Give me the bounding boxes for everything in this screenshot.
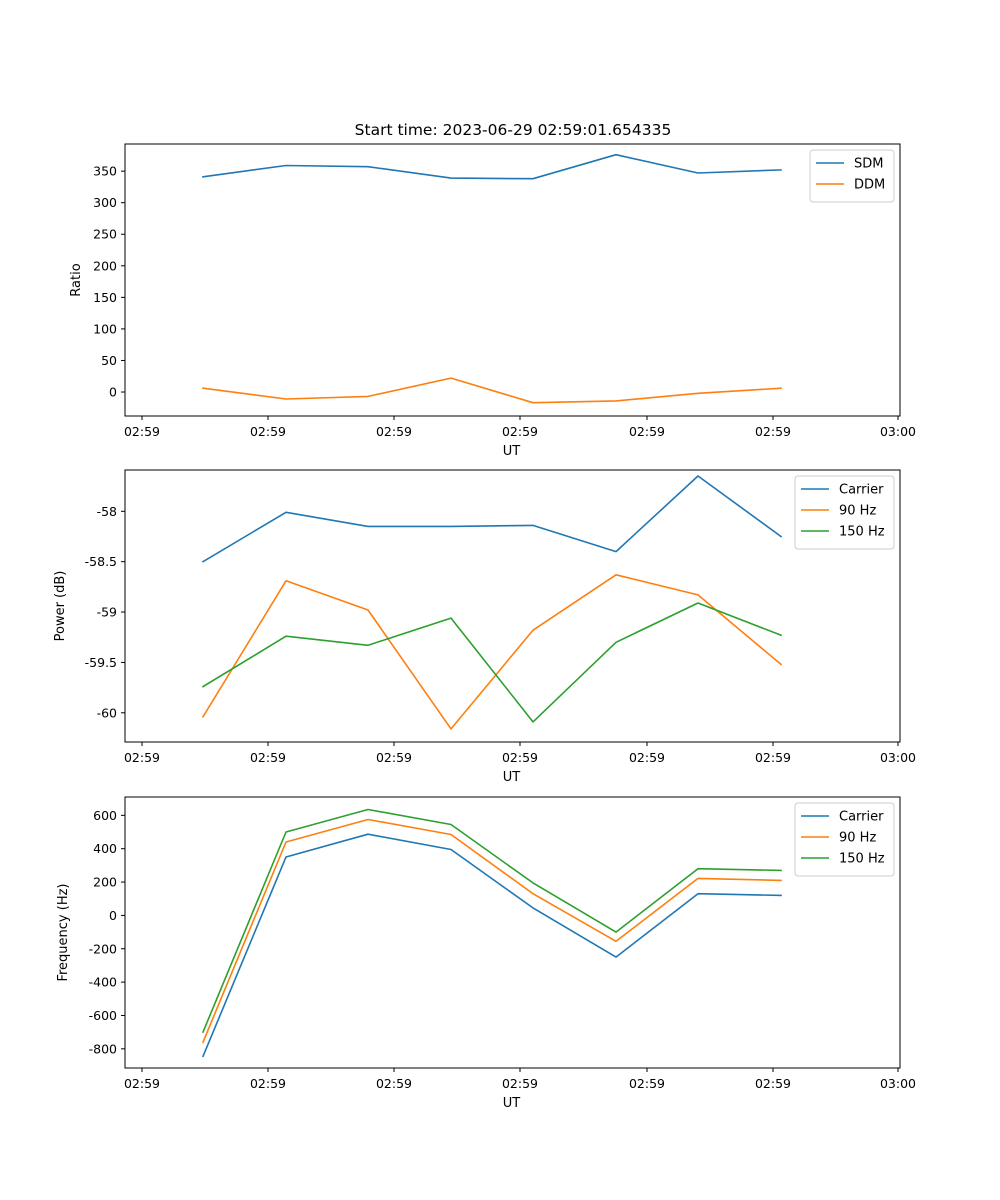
power-panel: 02:59 02:59 02:59 02:59 02:59 02:59 03:00 -60 -5… (53, 469, 916, 785)
axes-frame (124, 143, 901, 417)
legend-label: 150 Hz (839, 525, 885, 540)
axes-frame (124, 796, 901, 1069)
y-tick-label: 200 (93, 875, 117, 890)
series-line-carrier (201, 833, 782, 1058)
y-tick-label: 300 (93, 195, 117, 210)
x-tick-label: 02:59 (124, 1076, 160, 1091)
legend-label: 150 Hz (839, 852, 885, 867)
y-axis-label: Ratio (69, 263, 84, 296)
y-tick-label: -59.5 (85, 655, 117, 670)
x-axis-label: UT (503, 444, 521, 459)
legend: SDM DDM (809, 149, 895, 203)
x-tick-label: 02:59 (376, 750, 412, 765)
y-axis-label: Power (dB) (53, 571, 68, 642)
y-tick-label: 400 (93, 841, 117, 856)
y-tick-label: 50 (101, 353, 117, 368)
ratio-panel: 02:59 02:59 02:59 02:59 02:59 02:59 03:00 0 50 10… (69, 143, 916, 459)
x-tick-label: 02:59 (376, 1076, 412, 1091)
y-tick-label: -200 (89, 941, 117, 956)
series-line-sdm (202, 153, 782, 180)
series-line-150-hz (201, 808, 782, 1034)
x-tick-label: 02:59 (755, 424, 791, 439)
figure-title: Start time: 2023-06-29 02:59:01.654335 (355, 121, 672, 139)
legend-label: SDM (854, 157, 883, 172)
x-tick-label: 02:59 (502, 1076, 538, 1091)
x-tick-label: 02:59 (376, 424, 412, 439)
y-tick-label: -58 (97, 504, 117, 519)
series-line-90-hz (201, 573, 783, 730)
x-tick-label: 03:00 (880, 1076, 916, 1091)
y-tick-label: 150 (93, 290, 117, 305)
x-tick-label: 02:59 (250, 1076, 286, 1091)
x-tick-label: 02:59 (755, 750, 791, 765)
x-axis-label: UT (503, 770, 521, 785)
x-tick-label: 03:00 (880, 750, 916, 765)
x-tick-label: 02:59 (250, 750, 286, 765)
y-tick-label: 250 (93, 227, 117, 242)
y-tick-label: 100 (93, 321, 117, 336)
frequency-panel: 02:59 02:59 02:59 02:59 02:59 02:59 03:00 -800 -… (56, 796, 916, 1111)
axes-frame (124, 469, 901, 743)
series-line-90-hz (201, 818, 782, 1044)
legend: Carrier 90 Hz 150 Hz (794, 802, 895, 877)
x-tick-label: 02:59 (502, 424, 538, 439)
series-line-150-hz (201, 602, 783, 723)
y-tick-label: -800 (89, 1041, 117, 1056)
series-line-carrier (201, 475, 783, 563)
x-tick-label: 02:59 (502, 750, 538, 765)
y-tick-label: -60 (97, 705, 117, 720)
y-tick-label: 200 (93, 258, 117, 273)
x-tick-label: 02:59 (629, 1076, 665, 1091)
y-tick-label: 350 (93, 164, 117, 179)
x-tick-label: 02:59 (629, 424, 665, 439)
x-tick-label: 02:59 (124, 424, 160, 439)
legend: Carrier 90 Hz 150 Hz (794, 475, 895, 550)
legend-label: Carrier (839, 483, 884, 498)
x-tick-label: 02:59 (629, 750, 665, 765)
legend-label: DDM (854, 178, 885, 193)
x-tick-label: 02:59 (755, 1076, 791, 1091)
x-tick-label: 02:59 (250, 424, 286, 439)
y-tick-label: -400 (89, 975, 117, 990)
y-tick-label: 600 (93, 808, 117, 823)
series-line-ddm (202, 377, 782, 404)
y-axis-label: Frequency (Hz) (56, 883, 71, 981)
legend-label: 90 Hz (839, 831, 876, 846)
y-tick-label: -600 (89, 1008, 117, 1023)
legend-label: 90 Hz (839, 504, 876, 519)
y-tick-label: -58.5 (85, 554, 117, 569)
x-tick-label: 03:00 (880, 424, 916, 439)
y-tick-label: 0 (109, 385, 117, 400)
y-tick-label: -59 (97, 605, 117, 620)
legend-label: Carrier (839, 810, 884, 825)
x-axis-label: UT (503, 1096, 521, 1111)
y-tick-label: 0 (109, 908, 117, 923)
x-tick-label: 02:59 (124, 750, 160, 765)
